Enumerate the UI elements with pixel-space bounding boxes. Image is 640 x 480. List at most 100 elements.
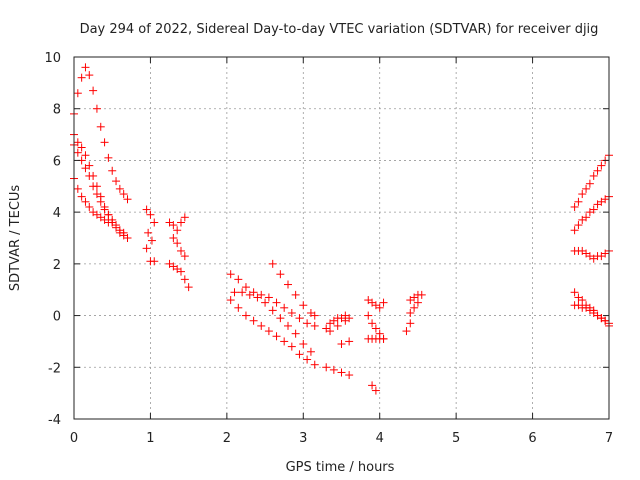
data-point xyxy=(264,327,273,336)
data-point xyxy=(173,226,182,235)
data-point xyxy=(180,252,189,261)
series-arc-15 xyxy=(570,192,613,235)
series-arc-10 xyxy=(268,259,319,320)
data-point xyxy=(234,303,243,312)
data-point xyxy=(89,86,98,95)
data-points xyxy=(70,63,613,395)
data-point xyxy=(276,314,285,323)
data-point xyxy=(589,171,598,180)
data-point xyxy=(276,270,285,279)
data-point xyxy=(144,228,153,237)
series-arc-12 xyxy=(364,296,388,395)
series-arc-1 xyxy=(70,63,132,204)
data-point xyxy=(417,290,426,299)
data-point xyxy=(299,340,308,349)
y-tick-label: -4 xyxy=(48,413,61,428)
data-point xyxy=(100,138,109,147)
plot-frame xyxy=(73,56,610,420)
grid xyxy=(74,57,609,419)
data-point xyxy=(570,226,579,235)
data-point xyxy=(177,267,185,276)
data-point xyxy=(368,319,377,328)
data-point xyxy=(291,329,300,338)
data-point xyxy=(234,275,243,284)
data-point xyxy=(578,296,587,305)
series-arc-7 xyxy=(226,270,319,330)
data-point xyxy=(410,303,419,312)
data-point xyxy=(77,73,86,82)
data-point xyxy=(73,184,82,193)
data-point xyxy=(96,122,105,131)
data-point xyxy=(268,306,277,315)
data-point xyxy=(322,363,331,372)
data-point xyxy=(413,298,422,307)
data-point xyxy=(85,71,94,80)
y-tick-label: 10 xyxy=(44,51,61,66)
data-point xyxy=(81,151,90,160)
data-point xyxy=(375,303,384,312)
data-point xyxy=(589,205,598,214)
data-point xyxy=(249,316,258,325)
data-point xyxy=(287,342,296,351)
series-arc-3 xyxy=(70,140,128,237)
data-point xyxy=(147,236,156,245)
data-point xyxy=(119,190,128,199)
data-point xyxy=(310,321,319,330)
series-arc-9 xyxy=(230,288,315,356)
data-point xyxy=(303,319,312,328)
y-tick-label: -2 xyxy=(48,361,61,376)
data-point xyxy=(593,166,602,175)
data-point xyxy=(402,327,411,336)
data-point xyxy=(310,311,319,320)
y-tick-label: 6 xyxy=(53,154,61,169)
data-point xyxy=(142,244,151,253)
data-point xyxy=(261,298,270,307)
data-point xyxy=(123,195,132,204)
data-point xyxy=(119,228,128,237)
data-point xyxy=(295,314,304,323)
x-tick-label: 0 xyxy=(70,431,78,446)
data-point xyxy=(570,288,579,297)
data-point xyxy=(169,234,178,242)
data-point xyxy=(230,288,239,297)
data-point xyxy=(364,311,373,320)
data-point xyxy=(108,166,117,175)
data-point xyxy=(280,303,289,312)
data-point xyxy=(264,293,273,302)
data-point xyxy=(238,288,247,297)
data-point xyxy=(379,334,388,343)
x-tick-label: 2 xyxy=(223,431,231,446)
series-arc-11 xyxy=(322,311,354,380)
data-point xyxy=(570,202,579,211)
data-point xyxy=(284,321,292,330)
series-arc-5 xyxy=(142,205,159,266)
data-point xyxy=(104,210,113,219)
data-point xyxy=(85,171,94,180)
data-point xyxy=(226,296,235,305)
data-point xyxy=(92,190,101,199)
y-axis-label: SDTVAR / TECUs xyxy=(8,185,23,292)
data-point xyxy=(177,246,185,255)
series-arc-13 xyxy=(402,290,426,336)
data-point xyxy=(77,192,86,201)
x-tick-label: 6 xyxy=(528,431,536,446)
data-point xyxy=(379,298,388,307)
data-point xyxy=(333,321,342,330)
data-point xyxy=(77,143,86,152)
data-point xyxy=(150,257,159,266)
data-point xyxy=(104,153,113,162)
data-point xyxy=(287,308,296,317)
data-point xyxy=(81,164,90,173)
data-point xyxy=(371,324,380,333)
data-point xyxy=(226,270,235,279)
data-point xyxy=(337,340,346,349)
data-point xyxy=(73,148,82,157)
data-point xyxy=(150,218,159,227)
data-point xyxy=(85,202,94,211)
data-point xyxy=(146,210,155,219)
data-point xyxy=(268,259,277,268)
x-tick-label: 7 xyxy=(605,431,613,446)
data-point xyxy=(123,234,132,242)
